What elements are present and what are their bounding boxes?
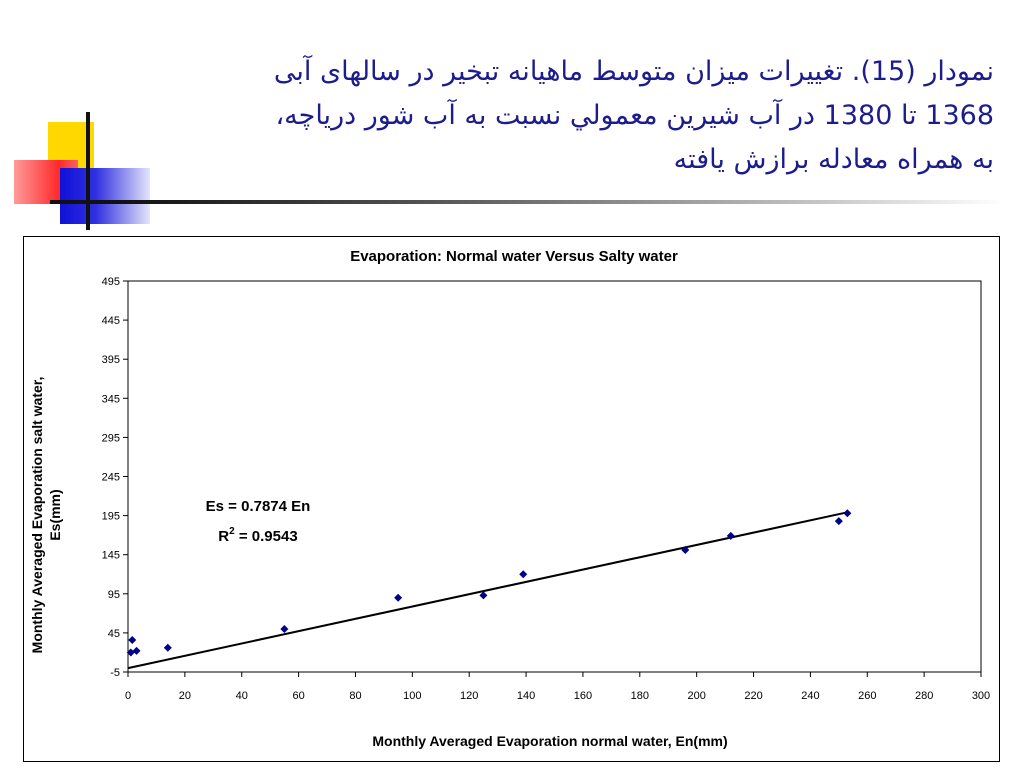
slide-title: نمودار (15). تغييرات ميزان متوسط ماهيانه… — [134, 50, 994, 182]
x-axis-label: Monthly Averaged Evaporation normal wate… — [372, 733, 727, 749]
logo-horizontal-bar — [50, 200, 160, 204]
y-axis-label-line-2: Es(mm) — [47, 489, 63, 540]
data-point — [280, 624, 289, 633]
data-point — [834, 517, 843, 526]
x-tick-label: 80 — [349, 690, 361, 702]
title-rule — [125, 200, 1005, 204]
data-point — [394, 593, 403, 602]
x-tick-label: 60 — [292, 690, 304, 702]
r-squared-value: = 0.9543 — [235, 528, 298, 545]
chart-title: Evaporation: Normal water Versus Salty w… — [350, 248, 678, 265]
plot-area — [127, 280, 982, 673]
chart-frame — [23, 236, 1000, 762]
y-axis-label: Monthly Averaged Evaporation salt water,… — [29, 377, 63, 654]
data-point — [126, 648, 135, 657]
logo-blue-square — [60, 168, 150, 224]
x-tick-label: 40 — [236, 690, 248, 702]
y-axis-label-line-1: Monthly Averaged Evaporation salt water, — [29, 377, 45, 654]
trend-equation: Es = 0.7874 En — [206, 498, 311, 515]
y-tick-label: 145 — [102, 550, 120, 562]
data-point — [132, 646, 141, 655]
x-tick-label: 260 — [858, 690, 876, 702]
x-tick-label: 120 — [460, 690, 478, 702]
y-tick-label: 245 — [102, 472, 120, 484]
slide-title-line-1: نمودار (15). تغييرات ميزان متوسط ماهيانه… — [273, 56, 994, 87]
data-points — [126, 509, 852, 657]
x-tick-label: 100 — [403, 690, 421, 702]
data-point — [726, 531, 735, 540]
x-tick-label: 180 — [631, 690, 649, 702]
x-tick-label: 0 — [125, 690, 131, 702]
r-squared-sup: 2 — [229, 526, 235, 537]
x-tick-label: 160 — [574, 690, 592, 702]
y-tick-label: 345 — [102, 393, 120, 405]
x-tick-label: 200 — [687, 690, 705, 702]
slide-title-line-3: به همراه معادله برازش يافته — [673, 144, 994, 175]
data-point — [479, 591, 488, 600]
x-tick-label: 140 — [517, 690, 535, 702]
x-tick-label: 280 — [915, 690, 933, 702]
y-tick-label: 395 — [102, 354, 120, 366]
data-point — [519, 570, 528, 579]
slide-title-line-2: 1368 تا 1380 در آب شيرين معمولي نسبت به … — [275, 100, 994, 131]
y-tick-label: 295 — [102, 432, 120, 444]
x-axis-ticks: 0 20 40 60 80 100 120 140 160 180 200 220 240 260 280 3… — [125, 672, 990, 702]
y-tick-label: 445 — [102, 315, 120, 327]
y-tick-label: 495 — [102, 276, 120, 288]
trendline — [127, 511, 848, 670]
r-squared: R2 = 0.9543 — [218, 526, 297, 545]
y-tick-label: 45 — [108, 628, 120, 640]
data-point — [681, 546, 690, 555]
y-tick-label: 195 — [102, 511, 120, 523]
y-tick-label: -5 — [110, 667, 120, 679]
x-tick-label: 20 — [179, 690, 191, 702]
y-tick-label: 95 — [108, 589, 120, 601]
x-tick-label: 300 — [972, 690, 990, 702]
logo-vertical-bar — [86, 112, 90, 230]
slide-logo — [0, 100, 160, 240]
data-point — [843, 509, 852, 518]
r-squared-prefix: R — [218, 528, 229, 545]
y-axis-ticks: -5 45 95 145 195 245 295 345 395 445 495 — [102, 276, 128, 679]
data-point — [128, 635, 137, 644]
x-tick-label: 240 — [801, 690, 819, 702]
data-point — [163, 643, 172, 652]
x-tick-label: 220 — [744, 690, 762, 702]
